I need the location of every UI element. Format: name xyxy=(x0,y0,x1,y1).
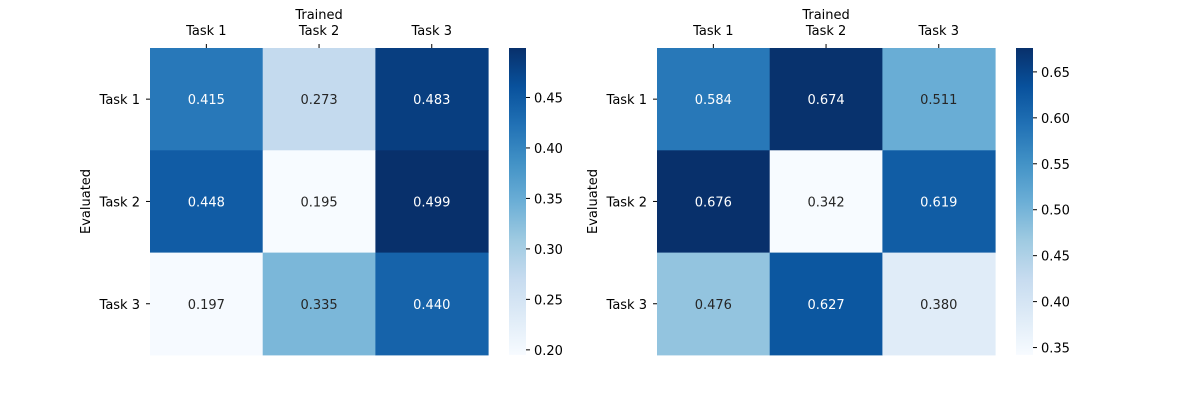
colorbar-tick-label: 0.50 xyxy=(1041,204,1070,219)
x-tick-label: Task 3 xyxy=(918,24,959,39)
cell-value-label: 0.674 xyxy=(807,93,844,108)
heatmap-cell xyxy=(769,48,883,151)
heatmap-cell xyxy=(375,48,489,151)
cell-value-label: 0.584 xyxy=(695,93,732,108)
cell-value-label: 0.415 xyxy=(188,93,225,108)
colorbar xyxy=(1016,48,1033,355)
y-axis-label: Evaluated xyxy=(79,169,94,234)
colorbar-tick-label: 0.35 xyxy=(534,192,563,207)
cell-value-label: 0.273 xyxy=(300,93,337,108)
y-tick-label: Task 1 xyxy=(606,93,647,108)
cell-value-label: 0.627 xyxy=(807,298,844,313)
colorbar-tick-label: 0.25 xyxy=(534,293,563,308)
cell-value-label: 0.448 xyxy=(188,195,225,210)
x-axis-label: Trained xyxy=(294,8,342,23)
heatmap-cell xyxy=(375,252,489,356)
heatmap-cell xyxy=(150,150,264,254)
colorbar-tick-label: 0.40 xyxy=(534,142,563,157)
heatmap-panel-2: 0.584 0.674 0.511 0.676 0.342 0.619 0.476 0.627… xyxy=(586,8,1070,357)
heatmap-cell xyxy=(769,150,883,254)
colorbar-tick-label: 0.40 xyxy=(1041,296,1070,311)
cell-value-label: 0.197 xyxy=(188,298,225,313)
colorbar-tick-label: 0.35 xyxy=(1041,342,1070,357)
colorbar-tick-label: 0.45 xyxy=(1041,250,1070,265)
cell-value-label: 0.342 xyxy=(807,195,844,210)
colorbar-tick-label: 0.45 xyxy=(534,91,563,106)
y-tick-label: Task 1 xyxy=(99,93,140,108)
heatmap-cell xyxy=(150,252,264,356)
heatmap-cell xyxy=(882,150,996,254)
heatmap-panel-1: 0.415 0.273 0.483 0.448 0.195 0.499 0.197 0.335… xyxy=(79,8,563,359)
x-tick-label: Task 2 xyxy=(805,24,846,39)
heatmap-cell xyxy=(657,48,771,151)
y-axis-label: Evaluated xyxy=(586,169,601,234)
cell-value-label: 0.676 xyxy=(695,195,732,210)
heatmap-cell xyxy=(262,48,376,151)
cell-value-label: 0.440 xyxy=(413,298,450,313)
cell-value-label: 0.483 xyxy=(413,93,450,108)
cell-value-label: 0.335 xyxy=(300,298,337,313)
colorbar-tick-label: 0.65 xyxy=(1041,66,1070,81)
x-tick-label: Task 1 xyxy=(185,24,226,39)
x-tick-label: Task 2 xyxy=(298,24,339,39)
y-tick-label: Task 2 xyxy=(99,195,140,210)
y-tick-label: Task 3 xyxy=(606,298,647,313)
cell-value-label: 0.511 xyxy=(920,93,957,108)
cell-value-label: 0.195 xyxy=(300,195,337,210)
heatmap-cell xyxy=(882,252,996,356)
heatmap-cell xyxy=(882,48,996,151)
heatmap-cell xyxy=(375,150,489,254)
x-axis-label: Trained xyxy=(801,8,849,23)
colorbar-tick-label: 0.30 xyxy=(534,243,563,258)
cell-value-label: 0.619 xyxy=(920,195,957,210)
heatmap-cell xyxy=(150,48,264,151)
x-tick-label: Task 1 xyxy=(692,24,733,39)
cell-value-label: 0.380 xyxy=(920,298,957,313)
heatmap-cell xyxy=(262,252,376,356)
colorbar xyxy=(509,48,526,355)
x-tick-label: Task 3 xyxy=(411,24,452,39)
heatmap-cell xyxy=(657,252,771,356)
heatmap-cell xyxy=(657,150,771,254)
cell-value-label: 0.499 xyxy=(413,195,450,210)
y-tick-label: Task 3 xyxy=(99,298,140,313)
colorbar-tick-label: 0.20 xyxy=(534,344,563,359)
colorbar-tick-label: 0.60 xyxy=(1041,112,1070,127)
cell-value-label: 0.476 xyxy=(695,298,732,313)
heatmap-cell xyxy=(262,150,376,254)
y-tick-label: Task 2 xyxy=(606,195,647,210)
heatmap-cell xyxy=(769,252,883,356)
colorbar-tick-label: 0.55 xyxy=(1041,158,1070,173)
